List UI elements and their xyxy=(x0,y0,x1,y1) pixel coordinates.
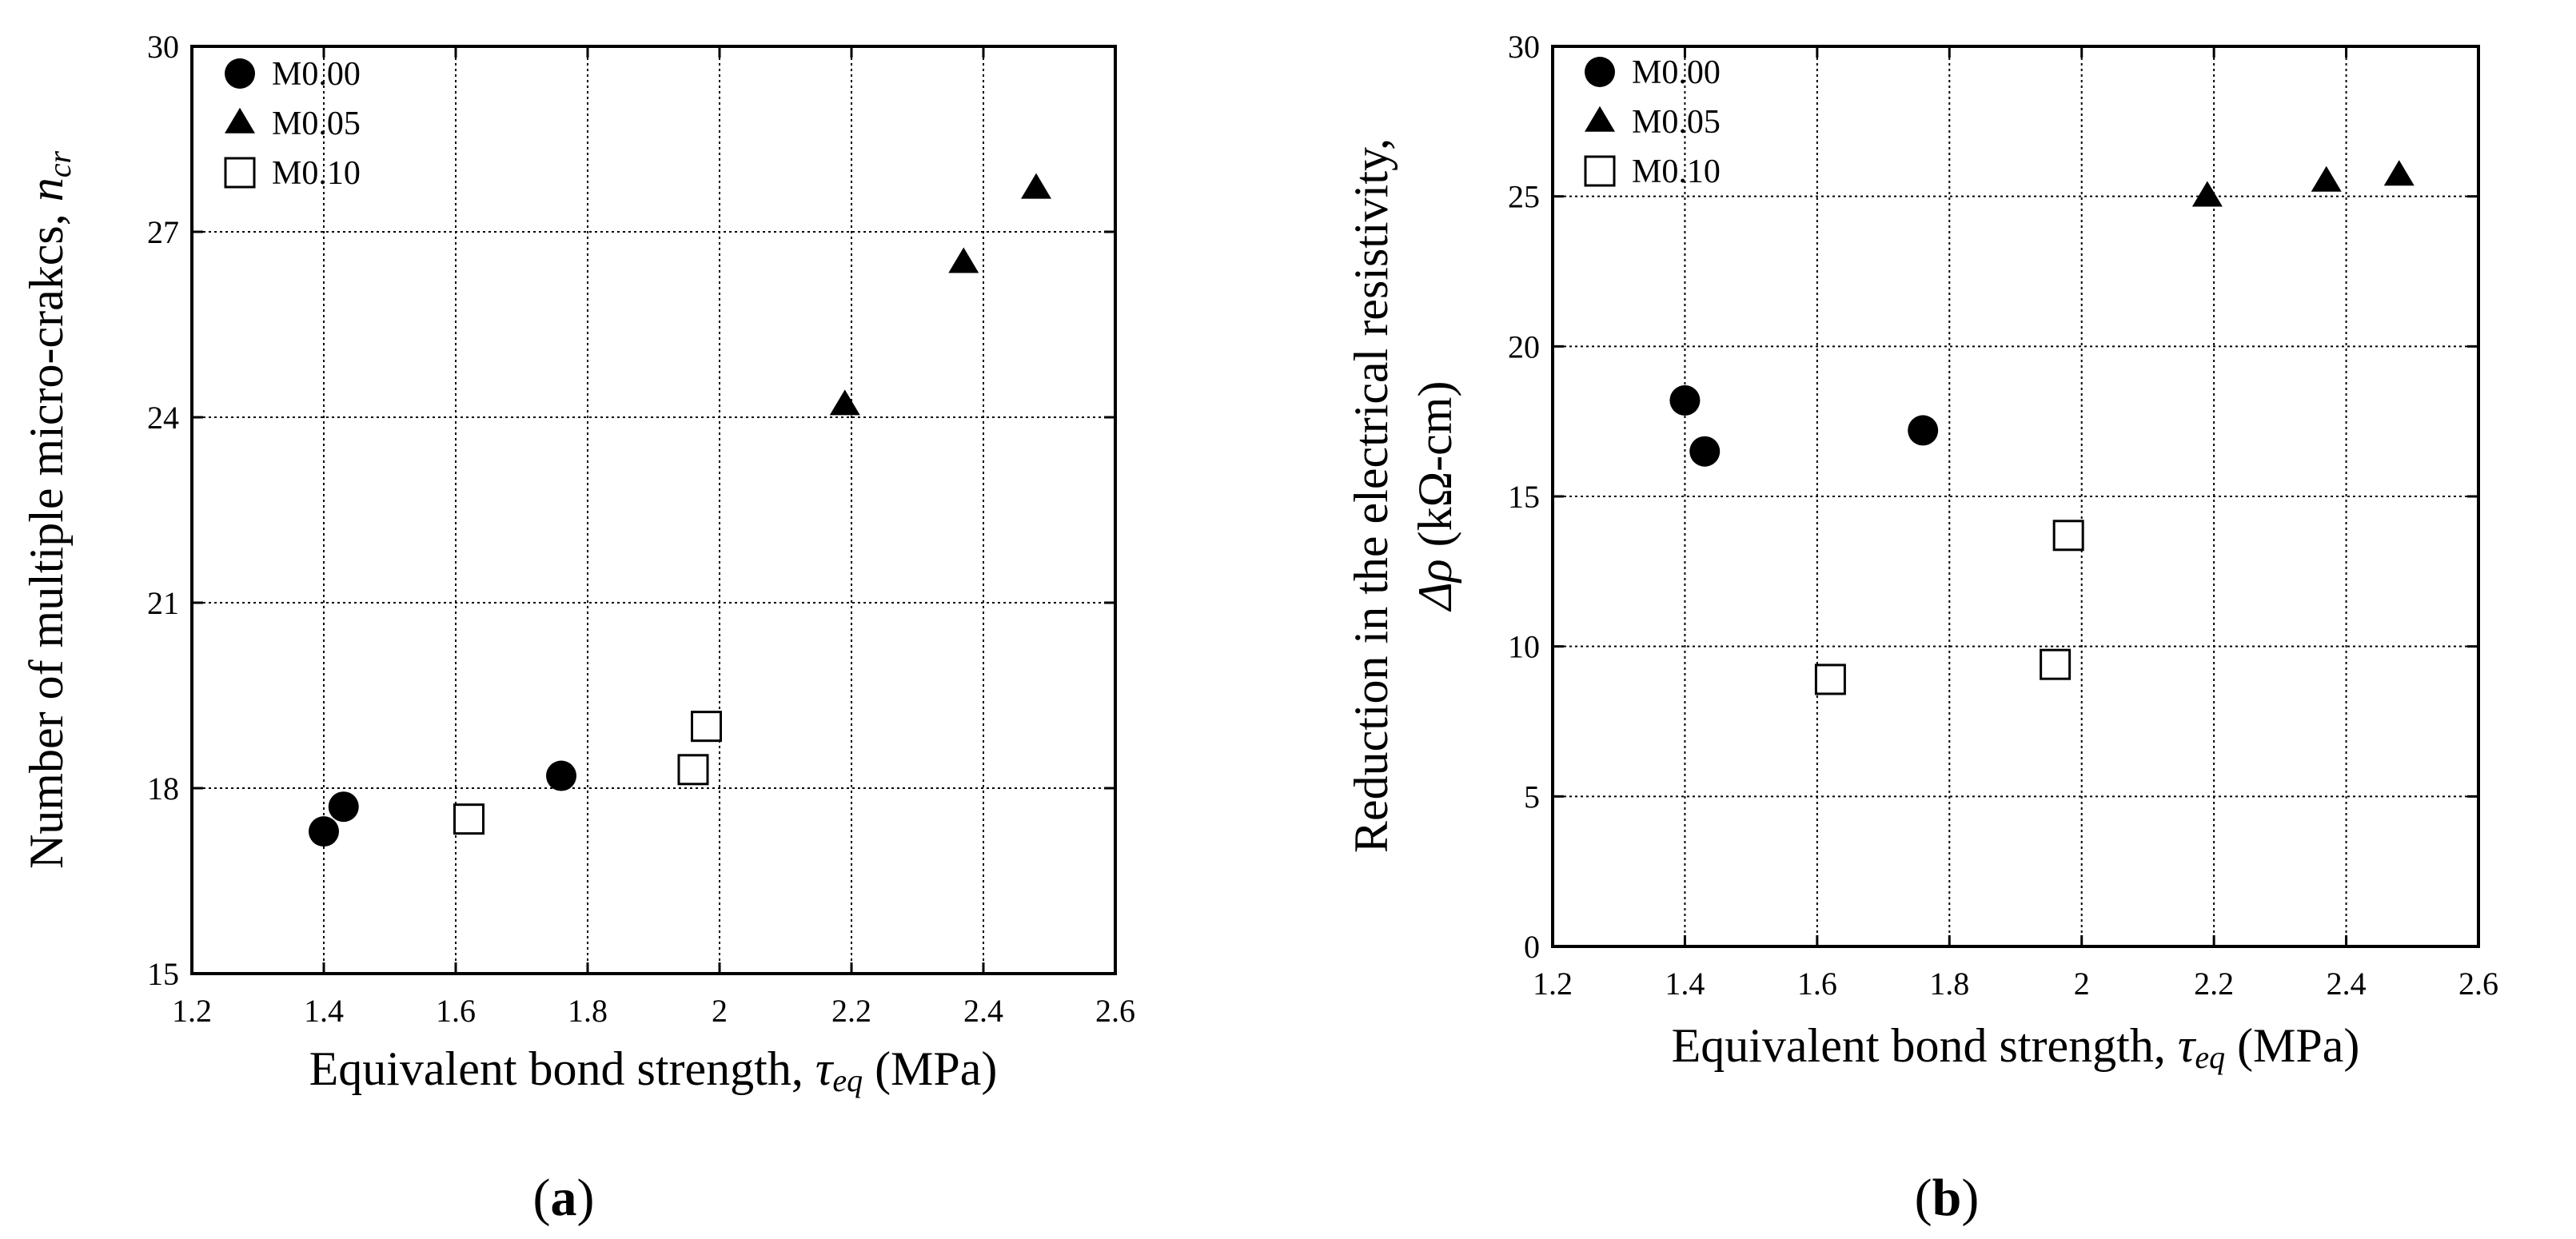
panel-b-x-tick-label: 2 xyxy=(2074,966,2090,1002)
panel-a-legend-marker-m000 xyxy=(225,58,255,89)
panel-b-legend: M0.00 M0.05 M0.10 xyxy=(1584,54,1721,190)
panel-a-x-tick-label: 2.2 xyxy=(831,993,871,1029)
panel-a-y-tick-label: 15 xyxy=(147,956,179,992)
panel-b-point-m010 xyxy=(2052,520,2084,552)
panel-a-y-axis-title: Number of multiple micro-crakcs, ncr xyxy=(20,151,78,869)
panel-b-x-tick-label: 1.2 xyxy=(1533,966,1573,1002)
panel-a-point-m005 xyxy=(829,389,860,416)
panel-b: 1.2 1.4 1.6 1.8 2 2.2 2.4 2.6 0 5 10 15 20 25 30 M0.00… xyxy=(1345,29,2498,1227)
panel-a-x-tick-label: 1.6 xyxy=(436,993,476,1029)
panel-b-ticks: 1.2 1.4 1.6 1.8 2 2.2 2.4 2.6 0 5 10 15 20 25 30 xyxy=(1508,29,2498,1002)
panel-b-x-tick-label: 2.2 xyxy=(2194,966,2234,1002)
panel-b-y-tick-label: 30 xyxy=(1508,29,1540,65)
panel-b-y-tick-label: 15 xyxy=(1508,479,1540,515)
panel-a-label: (a) xyxy=(533,1169,595,1227)
panel-b-grid xyxy=(1553,46,2478,946)
panel-a-legend-marker-m010 xyxy=(224,157,256,189)
panel-a-x-tick-label: 1.8 xyxy=(568,993,608,1029)
panel-b-x-tick-label: 2.4 xyxy=(2327,966,2367,1002)
panel-a-legend-label-m005: M0.05 xyxy=(272,106,361,142)
panel-b-point-m005 xyxy=(2311,165,2342,192)
panel-a-data-marks xyxy=(309,173,1051,847)
panel-b-point-m010 xyxy=(2040,648,2072,680)
panel-b-x-tick-label: 1.6 xyxy=(1797,966,1837,1002)
panel-a-point-m010 xyxy=(677,754,709,786)
panel-a-x-tick-label: 1.2 xyxy=(172,993,212,1029)
panel-b-legend-label-m005: M0.05 xyxy=(1632,104,1721,141)
panel-a-point-m000 xyxy=(309,816,339,847)
panel-a-point-m005 xyxy=(1021,173,1051,199)
panel-a: 1.2 1.4 1.6 1.8 2 2.2 2.4 2.6 15 18 21 24 27 30 M0.00… xyxy=(20,29,1135,1227)
panel-b-y-tick-label: 25 xyxy=(1508,179,1540,215)
panel-a-legend-label-m010: M0.10 xyxy=(272,155,361,192)
panel-a-ticks: 1.2 1.4 1.6 1.8 2 2.2 2.4 2.6 15 18 21 24 27 30 xyxy=(147,29,1135,1029)
panel-b-y-tick-label: 10 xyxy=(1508,629,1540,665)
panel-a-y-tick-label: 18 xyxy=(147,771,179,807)
panel-a-point-m010 xyxy=(453,803,484,835)
panel-b-point-m010 xyxy=(1814,663,1846,695)
panel-a-legend-label-m000: M0.00 xyxy=(272,56,361,93)
panel-b-legend-label-m010: M0.10 xyxy=(1632,153,1721,190)
panel-b-legend-marker-m000 xyxy=(1585,57,1615,87)
panel-b-y-tick-label: 5 xyxy=(1524,779,1540,815)
panel-a-x-axis-title: Equivalent bond strength, τeq (MPa) xyxy=(309,1042,998,1098)
panel-b-y-axis-title-line2: Δρ (kΩ-cm) xyxy=(1409,381,1461,612)
panel-a-x-tick-label: 2.4 xyxy=(963,993,1003,1029)
panel-b-y-axis-title-line1: Reduction in the electrical resistivity, xyxy=(1345,138,1398,853)
panel-b-point-m005 xyxy=(2191,181,2223,207)
panel-a-plot-frame xyxy=(190,45,1117,975)
panel-a-x-tick-label: 2.6 xyxy=(1095,993,1135,1029)
panel-b-point-m005 xyxy=(2383,160,2415,186)
panel-b-point-m000 xyxy=(1689,436,1721,467)
panel-b-point-m000 xyxy=(1669,384,1701,416)
panel-a-y-tick-label: 24 xyxy=(147,400,179,436)
panel-a-legend: M0.00 M0.05 M0.10 xyxy=(224,56,361,192)
panel-a-y-tick-label: 21 xyxy=(147,585,179,621)
panel-b-x-tick-label: 2.6 xyxy=(2458,966,2498,1002)
panel-b-x-tick-label: 1.8 xyxy=(1929,966,1969,1002)
panel-a-point-m000 xyxy=(328,791,359,823)
panel-b-label: (b) xyxy=(1915,1169,1980,1227)
panel-b-data-marks xyxy=(1669,160,2415,695)
panel-a-x-tick-label: 2 xyxy=(712,993,728,1029)
panel-a-x-tick-label: 1.4 xyxy=(304,993,344,1029)
panel-b-x-axis-title: Equivalent bond strength, τeq (MPa) xyxy=(1672,1019,2360,1075)
panel-b-legend-marker-m005 xyxy=(1585,106,1615,132)
panel-a-point-m005 xyxy=(948,247,979,273)
panel-a-point-m000 xyxy=(546,760,576,791)
panel-a-y-tick-label: 27 xyxy=(147,214,179,250)
panel-b-point-m000 xyxy=(1908,415,1939,446)
panel-b-x-tick-label: 1.4 xyxy=(1665,966,1705,1002)
panel-b-y-tick-label: 20 xyxy=(1508,329,1540,365)
panel-a-legend-marker-m005 xyxy=(225,107,255,133)
panel-a-point-m010 xyxy=(691,711,722,743)
panel-b-y-tick-label: 0 xyxy=(1524,929,1540,965)
panel-b-legend-label-m000: M0.00 xyxy=(1632,54,1721,91)
panel-b-legend-marker-m010 xyxy=(1584,155,1616,187)
panel-a-y-tick-label: 30 xyxy=(147,29,179,65)
